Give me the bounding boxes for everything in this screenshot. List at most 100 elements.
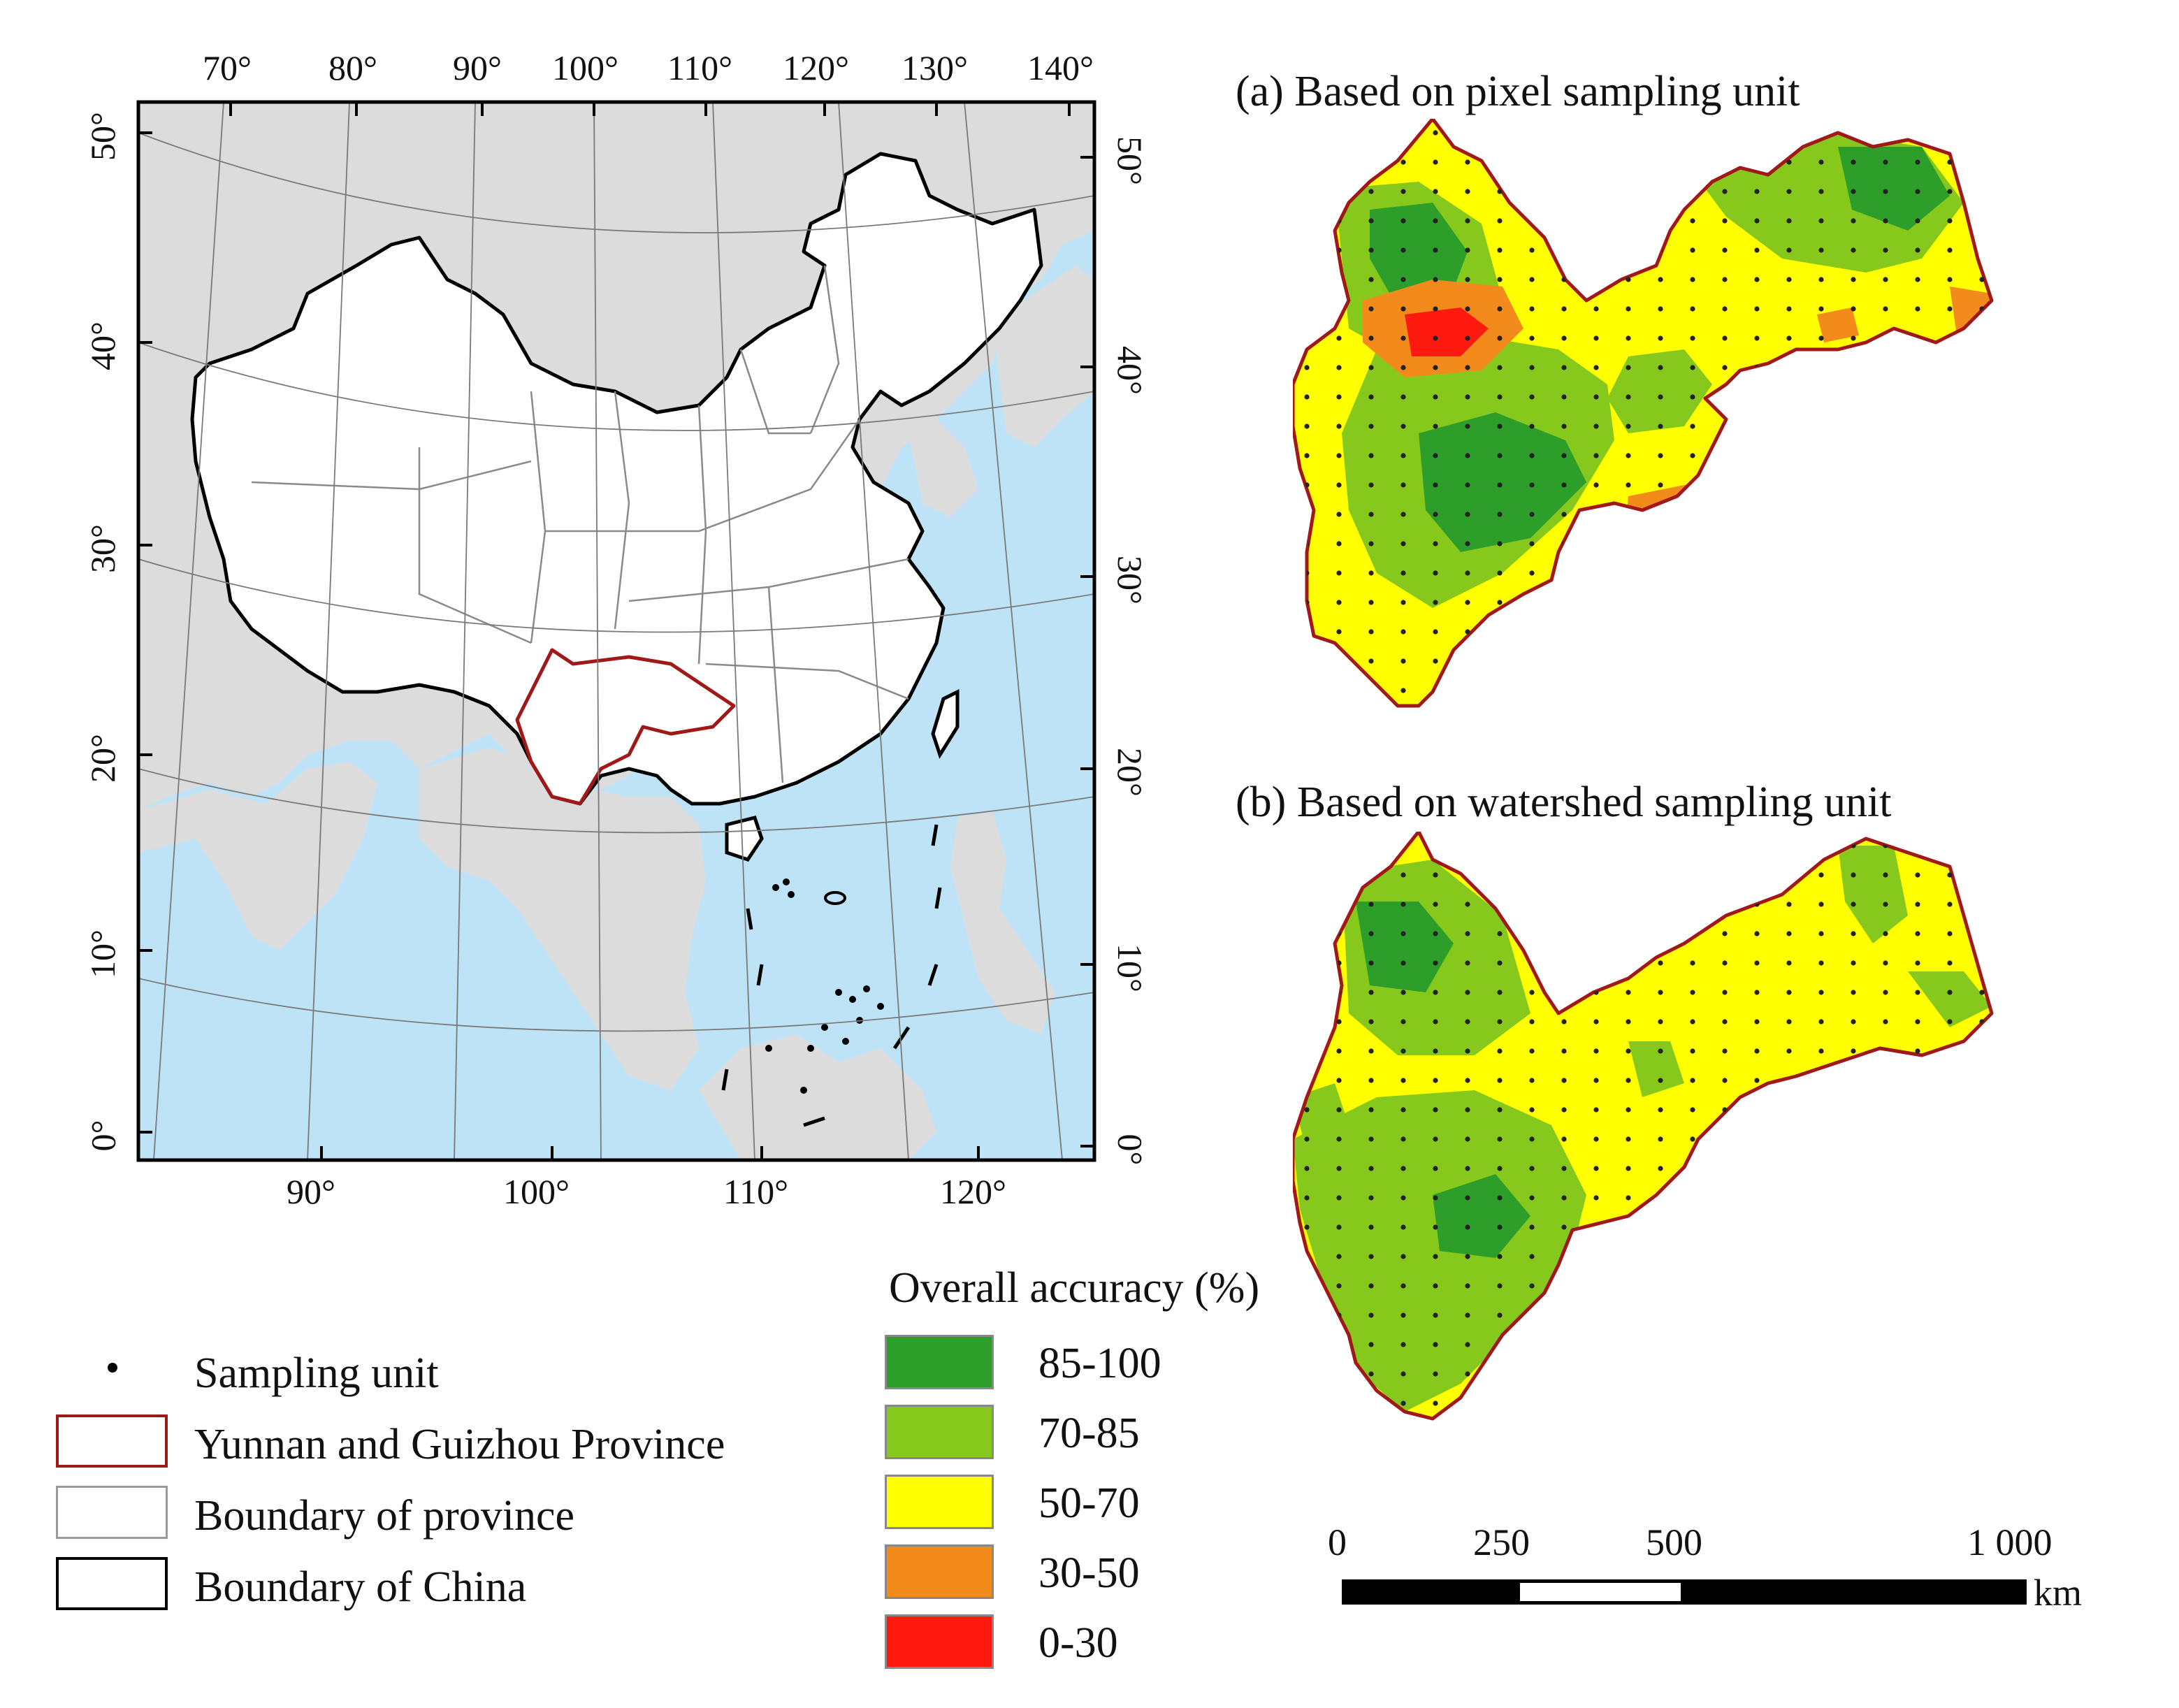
- sampling-dot: [1304, 629, 1310, 635]
- sampling-dot: [1979, 335, 1985, 341]
- sampling-dot: [1304, 1312, 1310, 1318]
- sampling-dot: [1658, 629, 1663, 635]
- sampling-dot: [1883, 570, 1888, 576]
- sampling-dot: [1754, 600, 1760, 605]
- sampling-dot: [1818, 960, 1824, 966]
- sampling-dot: [1304, 1019, 1310, 1025]
- sampling-dot: [1722, 629, 1728, 635]
- sampling-dot: [1626, 1078, 1631, 1083]
- bottom-lon-tick: 90°: [287, 1172, 335, 1211]
- sampling-dot: [1465, 159, 1470, 165]
- sampling-dot: [1915, 1371, 1920, 1377]
- sampling-dot: [1947, 1078, 1953, 1083]
- sampling-dot: [1433, 365, 1438, 370]
- sampling-dot: [1722, 658, 1728, 664]
- china-boundary-symbol: [56, 1557, 168, 1610]
- sampling-dot: [1368, 902, 1374, 907]
- sampling-dot: [1979, 541, 1985, 547]
- sampling-dot: [1626, 990, 1631, 995]
- sampling-dot: [1915, 843, 1920, 848]
- sampling-dot: [1561, 1166, 1567, 1171]
- sampling-dot: [1465, 424, 1470, 429]
- sampling-dot: [1690, 394, 1695, 400]
- sampling-dot: [1465, 629, 1470, 635]
- sampling-dot: [1529, 1401, 1535, 1406]
- legend-label: Yunnan and Guizhou Province: [194, 1421, 725, 1468]
- sampling-dot: [1915, 658, 1920, 664]
- sampling-dot: [1851, 1078, 1856, 1083]
- sampling-dot: [1626, 960, 1631, 966]
- sampling-dot: [1754, 872, 1760, 878]
- left-lat-tick: 10°: [83, 929, 122, 978]
- sampling-dot: [1722, 843, 1728, 848]
- sampling-dot: [1979, 218, 1985, 224]
- sampling-dot: [1979, 990, 1985, 995]
- sampling-dot: [1497, 1048, 1503, 1054]
- sampling-dot: [1883, 1195, 1888, 1201]
- sampling-dot: [1304, 872, 1310, 878]
- sampling-dot: [1529, 306, 1535, 312]
- sampling-dot: [1465, 600, 1470, 605]
- sampling-dot: [1529, 335, 1535, 341]
- sampling-dot: [1979, 960, 1985, 966]
- sampling-dot: [1529, 931, 1535, 936]
- sampling-dot: [1368, 1312, 1374, 1318]
- sampling-dot: [1722, 1136, 1728, 1142]
- sampling-dot: [1818, 1048, 1824, 1054]
- sampling-dot: [1722, 1342, 1728, 1347]
- sampling-dot: [1593, 394, 1599, 400]
- sampling-dot: [1754, 843, 1760, 848]
- sampling-dot: [1786, 1136, 1792, 1142]
- sampling-dot: [1400, 1283, 1406, 1289]
- sampling-dot: [1497, 658, 1503, 664]
- sampling-dot: [1465, 277, 1470, 282]
- sampling-dot: [1915, 600, 1920, 605]
- sampling-dot: [1304, 1283, 1310, 1289]
- sampling-dot: [1433, 1136, 1438, 1142]
- sampling-dot: [1947, 306, 1953, 312]
- sampling-dot: [1368, 960, 1374, 966]
- sampling-dot: [1497, 843, 1503, 848]
- study-area-outline: [515, 648, 736, 806]
- sampling-dot: [1593, 277, 1599, 282]
- sampling-dot: [1593, 453, 1599, 458]
- sampling-dot: [1658, 688, 1663, 693]
- sampling-dot: [1883, 541, 1888, 547]
- sampling-dot: [1947, 931, 1953, 936]
- sampling-dot: [1336, 1136, 1342, 1142]
- sampling-dot: [1786, 570, 1792, 576]
- sampling-dot: [1433, 1312, 1438, 1318]
- sampling-dot: [1561, 335, 1567, 341]
- sampling-dot: [1883, 1078, 1888, 1083]
- sampling-dot: [1561, 629, 1567, 635]
- sampling-dot: [1754, 1283, 1760, 1289]
- sampling-dot: [1851, 1342, 1856, 1347]
- sampling-dot: [1722, 453, 1728, 458]
- sampling-dot: [1529, 1195, 1535, 1201]
- sampling-dot: [1658, 570, 1663, 576]
- sampling-dot: [1786, 1019, 1792, 1025]
- sampling-dot: [1754, 453, 1760, 458]
- sampling-dot: [1433, 629, 1438, 635]
- sampling-dot: [1626, 482, 1631, 488]
- sampling-dot: [1529, 159, 1535, 165]
- sampling-dot: [1851, 1195, 1856, 1201]
- sampling-dot: [1400, 424, 1406, 429]
- sampling-dot: [1593, 1195, 1599, 1201]
- sampling-dot: [1400, 247, 1406, 253]
- sampling-dot: [1786, 990, 1792, 995]
- sampling-dot: [1947, 1019, 1953, 1025]
- sampling-dot: [1754, 1136, 1760, 1142]
- study-area-symbol: [56, 1414, 168, 1468]
- sampling-dot: [1497, 512, 1503, 517]
- sampling-dot: [1947, 482, 1953, 488]
- sampling-dot: [1979, 600, 1985, 605]
- sampling-dot: [1690, 1224, 1695, 1230]
- borneo-land: [699, 1034, 936, 1160]
- sampling-dot: [1529, 570, 1535, 576]
- sampling-dot: [1915, 277, 1920, 282]
- sampling-dot: [1818, 902, 1824, 907]
- sampling-dot: [1818, 453, 1824, 458]
- sampling-dot: [1529, 990, 1535, 995]
- sampling-dot: [1497, 931, 1503, 936]
